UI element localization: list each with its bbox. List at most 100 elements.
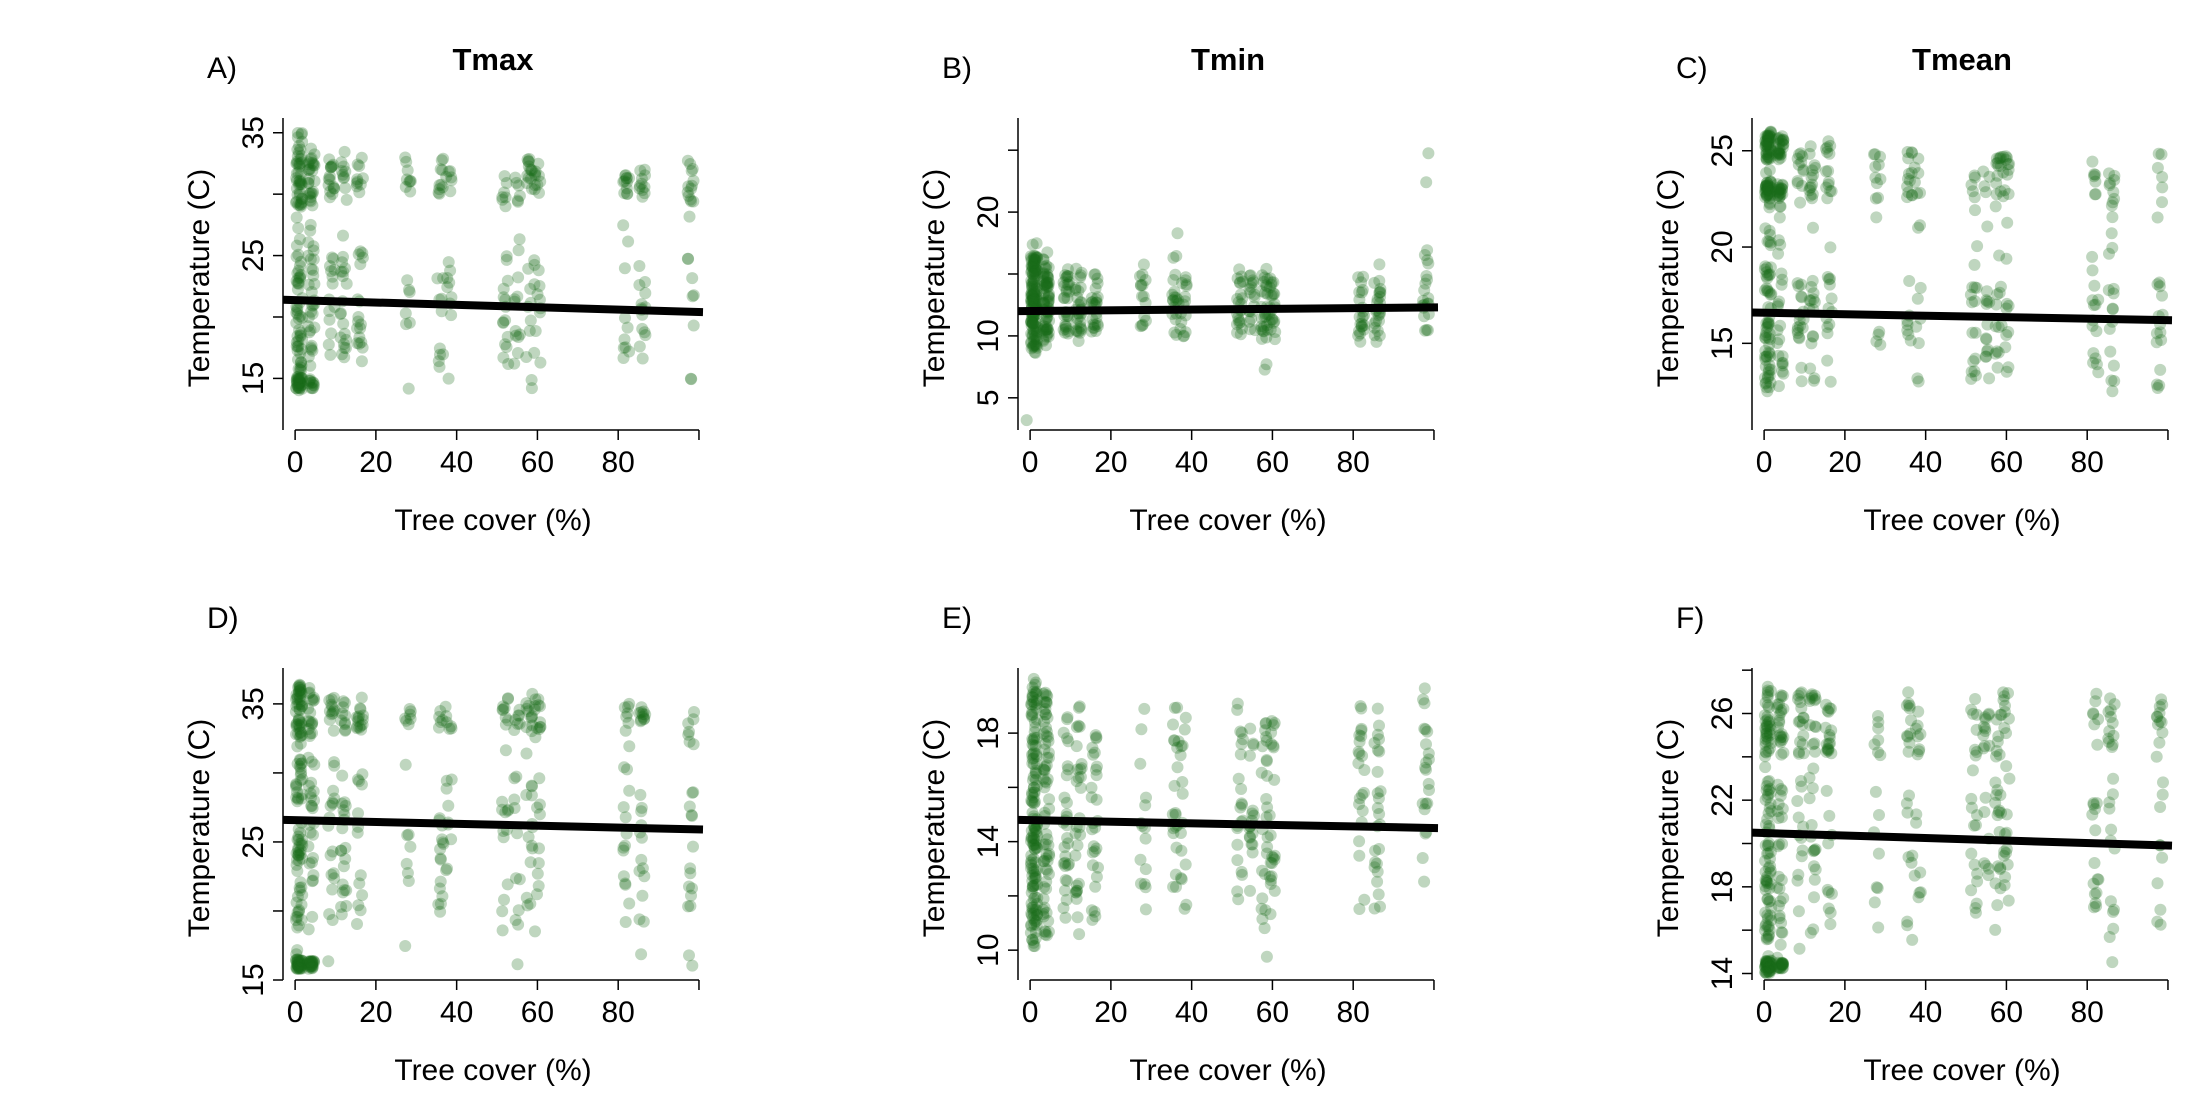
- data-point: [294, 961, 307, 974]
- data-point: [635, 831, 648, 844]
- data-point: [1070, 262, 1083, 275]
- data-point: [1139, 274, 1152, 286]
- data-point: [1354, 318, 1367, 331]
- data-point: [1993, 152, 2006, 165]
- data-point: [335, 156, 348, 169]
- data-point: [1762, 146, 1775, 159]
- data-point: [355, 355, 368, 368]
- data-point: [292, 276, 305, 289]
- data-point: [521, 153, 534, 166]
- data-point: [294, 958, 307, 971]
- data-point: [2106, 302, 2119, 315]
- data-point: [294, 681, 307, 694]
- data-point: [1981, 220, 1994, 233]
- data-point: [639, 276, 651, 288]
- data-point: [445, 171, 458, 184]
- data-point: [295, 268, 308, 281]
- data-point: [1821, 327, 1834, 340]
- data-point: [1170, 295, 1183, 307]
- data-point: [512, 195, 524, 208]
- data-point: [292, 823, 305, 836]
- data-point: [1070, 892, 1083, 905]
- data-point: [2103, 247, 2115, 260]
- data-point: [1774, 189, 1787, 202]
- data-point: [1027, 292, 1040, 305]
- data-point: [1026, 238, 1039, 251]
- x-tick-label: 20: [359, 996, 392, 1029]
- data-point: [1167, 718, 1179, 731]
- data-point: [294, 683, 307, 696]
- data-point: [617, 219, 630, 232]
- data-point: [1772, 380, 1785, 393]
- data-point: [1795, 290, 1808, 303]
- data-point: [1423, 784, 1435, 796]
- y-tick-label: 14: [1706, 957, 1739, 990]
- data-point: [302, 779, 315, 792]
- data-point: [292, 272, 305, 284]
- x-axis-title: Tree cover (%): [1129, 1054, 1326, 1087]
- data-point: [1040, 276, 1053, 289]
- data-point: [1794, 320, 1806, 332]
- data-point: [290, 167, 303, 180]
- data-point: [1237, 275, 1249, 288]
- data-point: [1776, 356, 1789, 369]
- data-point: [293, 719, 306, 732]
- data-point: [2154, 326, 2167, 339]
- data-point: [1762, 138, 1775, 151]
- data-point: [1806, 192, 1818, 205]
- data-point: [2089, 824, 2102, 837]
- data-point: [2156, 196, 2168, 209]
- data-point: [1027, 827, 1040, 840]
- data-point: [1796, 321, 1809, 334]
- data-point: [305, 376, 318, 389]
- data-point: [639, 329, 652, 342]
- data-point: [400, 318, 413, 331]
- data-point: [1037, 297, 1050, 310]
- data-point: [1760, 266, 1773, 279]
- data-point: [302, 377, 315, 390]
- data-point: [1969, 204, 1981, 217]
- data-point: [294, 363, 306, 376]
- data-point: [1030, 285, 1043, 298]
- data-point: [1031, 251, 1044, 264]
- data-point: [1772, 185, 1785, 198]
- data-point: [1038, 763, 1051, 776]
- data-point: [292, 961, 305, 974]
- data-point: [292, 277, 305, 290]
- data-point: [306, 307, 319, 320]
- data-point: [293, 374, 306, 387]
- data-point: [1764, 261, 1777, 274]
- data-point: [403, 286, 416, 298]
- data-point: [1062, 325, 1075, 338]
- data-point: [1791, 175, 1804, 188]
- data-point: [1267, 276, 1280, 289]
- data-point: [1903, 167, 1915, 180]
- data-point: [1773, 192, 1786, 204]
- data-point: [1794, 147, 1807, 160]
- data-point: [1807, 923, 1820, 936]
- data-point: [1373, 286, 1386, 299]
- data-point: [1965, 847, 1978, 860]
- data-point: [1791, 795, 1804, 807]
- data-point: [619, 811, 632, 824]
- data-point: [1869, 171, 1882, 184]
- data-point: [1374, 286, 1387, 299]
- data-point: [290, 382, 303, 395]
- data-point: [302, 176, 315, 189]
- data-point: [400, 857, 413, 870]
- data-point: [1025, 316, 1038, 328]
- data-point: [1991, 735, 2004, 748]
- data-point: [1809, 161, 1822, 174]
- data-point: [686, 272, 699, 285]
- data-point: [1025, 265, 1038, 278]
- data-point: [2156, 181, 2169, 194]
- data-point: [291, 795, 304, 808]
- data-point: [1037, 334, 1050, 347]
- data-point: [1764, 185, 1777, 198]
- data-point: [1773, 147, 1785, 160]
- data-point: [508, 357, 521, 370]
- data-point: [1759, 329, 1772, 342]
- data-point: [296, 311, 309, 324]
- x-tick-label: 40: [1909, 446, 1942, 479]
